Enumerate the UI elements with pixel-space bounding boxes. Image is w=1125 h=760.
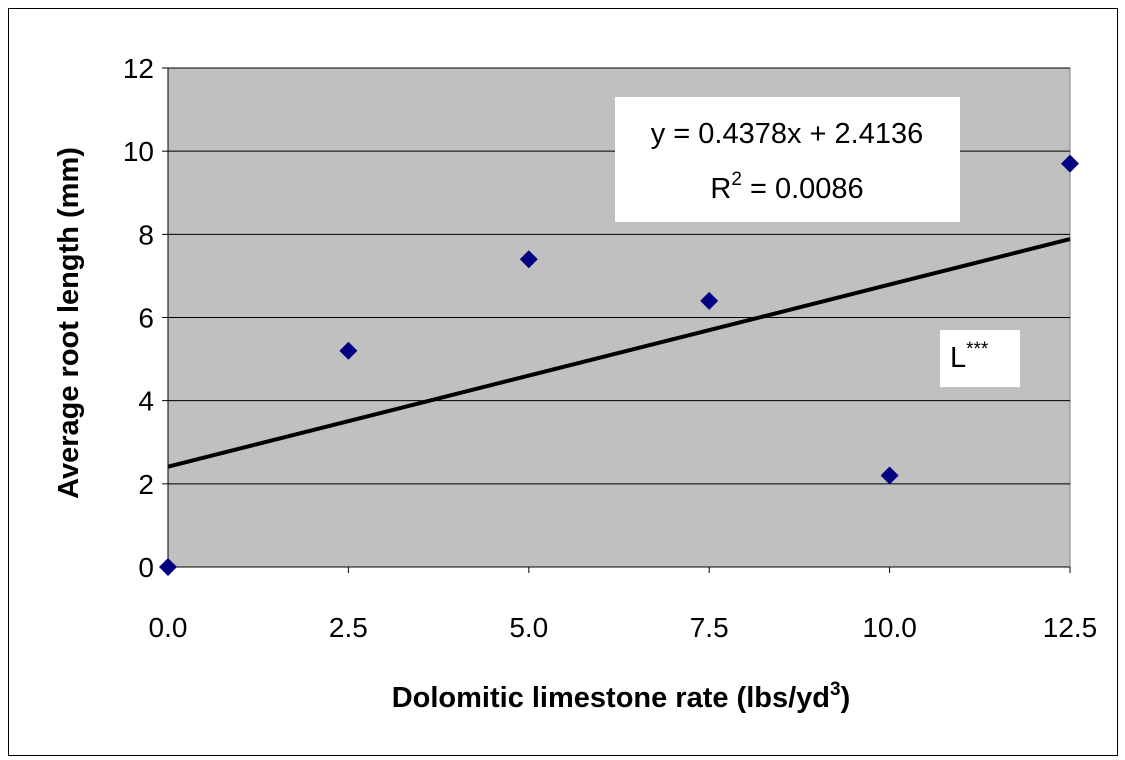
data-point bbox=[1061, 154, 1079, 173]
x-tick-label: 5.0 bbox=[509, 612, 548, 643]
significance-label: L*** bbox=[950, 339, 989, 374]
data-point bbox=[339, 341, 358, 360]
trendline bbox=[167, 237, 1071, 469]
y-axis-title: Average root length (mm) bbox=[53, 147, 85, 499]
x-axis-title: Dolomitic limestone rate (lbs/yd3) bbox=[392, 679, 851, 714]
x-tick-label: 7.5 bbox=[690, 612, 729, 643]
x-tick-labels: 0.0 2.5 5.0 7.5 10.0 12.5 bbox=[149, 612, 1098, 643]
y-tick-label: 8 bbox=[138, 219, 154, 250]
y-tick-label: 12 bbox=[123, 53, 154, 84]
data-point bbox=[159, 558, 177, 576]
x-tick-label: 0.0 bbox=[149, 612, 188, 643]
x-tick-label: 2.5 bbox=[329, 612, 368, 643]
data-point bbox=[519, 250, 538, 269]
y-tick-label: 10 bbox=[123, 136, 154, 167]
y-tick-label: 0 bbox=[138, 552, 154, 583]
x-tick-label: 10.0 bbox=[862, 612, 917, 643]
y-tick-label: 6 bbox=[138, 303, 154, 334]
y-tick-labels: 0 2 4 6 8 10 12 bbox=[123, 53, 154, 583]
equation-label: y = 0.4378x + 2.4136 bbox=[651, 118, 924, 150]
y-tick-label: 2 bbox=[138, 469, 154, 500]
significance-box: L*** bbox=[940, 330, 1020, 387]
equation-box: y = 0.4378x + 2.4136 R2 = 0.0086 bbox=[615, 97, 960, 222]
data-point bbox=[700, 291, 719, 310]
y-tick-label: 4 bbox=[138, 386, 154, 417]
gridlines bbox=[162, 67, 1071, 573]
data-points bbox=[159, 154, 1079, 576]
x-tick-label: 12.5 bbox=[1043, 612, 1098, 643]
r2-label: R2 = 0.0086 bbox=[710, 169, 863, 205]
data-point bbox=[880, 466, 899, 485]
